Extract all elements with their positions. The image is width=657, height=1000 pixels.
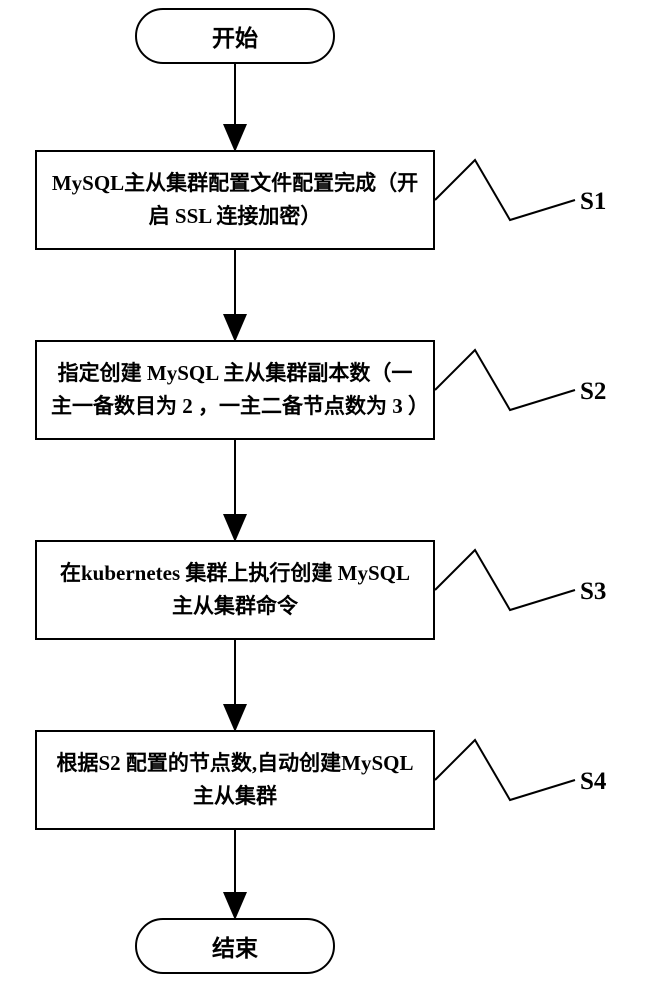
process-s4: 根据S2 配置的节点数,自动创建MySQL主从集群 [35, 730, 435, 830]
connector-s2 [435, 350, 575, 410]
step-label-s1: S1 [580, 188, 606, 216]
process-s1-text: MySQL主从集群配置文件配置完成（开启 SSL 连接加密） [51, 167, 419, 232]
end-terminator: 结束 [135, 918, 335, 974]
flowchart-canvas: 开始 MySQL主从集群配置文件配置完成（开启 SSL 连接加密） 指定创建 M… [0, 0, 657, 1000]
process-s4-text: 根据S2 配置的节点数,自动创建MySQL主从集群 [51, 747, 419, 812]
start-terminator: 开始 [135, 8, 335, 64]
process-s2: 指定创建 MySQL 主从集群副本数（一主一备数目为 2 ，一主二备节点数为 3… [35, 340, 435, 440]
connector-s1 [435, 160, 575, 220]
connector-s3 [435, 550, 575, 610]
step-label-s4: S4 [580, 768, 606, 796]
start-text: 开始 [212, 19, 258, 53]
step-label-s3: S3 [580, 578, 606, 606]
process-s2-text: 指定创建 MySQL 主从集群副本数（一主一备数目为 2 ，一主二备节点数为 3… [51, 357, 419, 422]
connector-s4 [435, 740, 575, 800]
process-s1: MySQL主从集群配置文件配置完成（开启 SSL 连接加密） [35, 150, 435, 250]
step-label-s2: S2 [580, 378, 606, 406]
process-s3-text: 在kubernetes 集群上执行创建 MySQL 主从集群命令 [51, 557, 419, 622]
process-s3: 在kubernetes 集群上执行创建 MySQL 主从集群命令 [35, 540, 435, 640]
end-text: 结束 [212, 929, 258, 963]
